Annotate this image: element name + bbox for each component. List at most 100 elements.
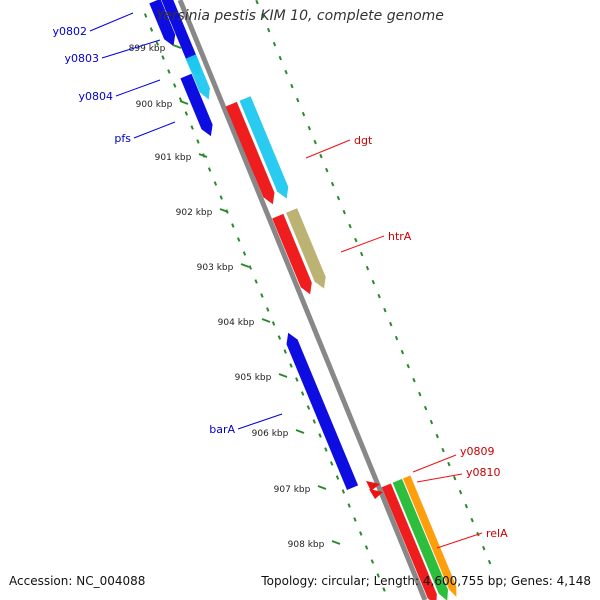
tick-dot [295,377,299,382]
gene-arrow [369,489,383,499]
tick-dot [290,83,294,89]
gene-label-leader [89,12,134,32]
gene-label-leader [237,413,283,430]
gene-labels: y0802 y0803 y0804 pfs dgt htrA barA y0809 y0810 r… [52,12,508,549]
scale-label: 906 kbp [252,429,289,439]
tick-dot [389,321,393,327]
gene-label-leader [412,454,457,473]
tick-dot [167,69,171,74]
scale-tick [261,318,271,323]
tick-dot [429,419,434,425]
tick-dot [284,69,288,75]
tick-dot [423,405,428,411]
gene-label-leader [133,121,176,139]
gene-label-htrA: htrA [388,230,412,243]
accession-label: Accession: NC_004088 [9,574,146,588]
tick-dot [347,503,351,508]
tick-dot [312,419,316,424]
tick-dot [184,111,189,116]
tick-dot [353,517,357,522]
scale-tick [179,100,189,105]
tick-dot [487,559,492,565]
gene-label-y0804: y0804 [78,90,113,103]
scale-label: 905 kbp [235,373,272,383]
tick-dot [190,125,194,130]
tick-dot [406,363,410,369]
gene-label-y0802: y0802 [52,25,87,38]
gene-label-leader [436,532,483,549]
gene-arrow [286,208,326,289]
tick-dot [382,587,386,592]
tick-dot [383,307,387,313]
tick-dot [394,335,399,341]
tick-dot [365,265,370,271]
tick-dot [359,251,364,257]
tick-dot [400,349,405,355]
tick-dot [335,475,340,480]
tick-dot [261,13,265,19]
scale-label: 902 kbp [176,208,213,218]
scale-tick [295,429,305,434]
tick-dot [300,391,305,396]
tick-dot [266,27,271,33]
tick-dot [266,307,270,312]
tick-dot [364,545,369,550]
tick-dot [341,489,346,494]
tick-dot [464,503,469,509]
tick-dot [277,335,282,340]
tick-dot [296,97,300,103]
gene-arrow [272,213,312,295]
tick-dot [336,195,341,201]
gene-arrow [402,475,457,597]
tick-dot [325,167,329,173]
gene-label-y0809: y0809 [460,445,495,458]
gene-arrow [239,96,289,199]
tick-dot [219,195,223,200]
gene-arrows [149,0,457,600]
scale-label: 904 kbp [218,318,255,328]
gene-label-leader [340,235,385,253]
tick-dot [447,461,451,467]
gene-arrow [149,0,176,47]
tick-dot [283,349,287,354]
scale-tick [219,208,229,213]
tick-dot [306,405,311,410]
gene-label-leader [305,139,351,159]
tick-dot [301,111,306,117]
gene-label-leader [416,473,463,483]
tick-dot [242,251,247,256]
tick-dot [359,531,363,536]
tick-dot [149,27,154,32]
tick-dot [272,41,277,47]
tick-dot [458,489,463,495]
tick-dot [319,153,323,159]
gene-arrow [392,478,448,600]
tick-dot [143,13,148,18]
tick-dot [278,55,282,61]
tick-dot [470,517,474,523]
scale-label: 907 kbp [274,485,311,495]
gene-label-dgt: dgt [354,134,373,147]
outer-tick-track [255,0,492,565]
tick-dot [260,293,264,298]
tick-dot [313,139,317,145]
tick-dot [354,237,358,243]
gene-label-relA: relA [486,527,508,540]
scale-tick [278,373,288,378]
gene-label-y0803: y0803 [64,52,99,65]
gene-arrow [161,0,199,72]
gene-label-leader [101,39,161,59]
tick-dot [248,265,252,270]
tick-dot [330,181,335,187]
gene-label-barA: barA [209,423,235,436]
tick-dot [155,41,159,46]
scale-tick [317,485,327,490]
tick-dot [318,433,322,438]
tick-dot [435,433,439,439]
tick-dot [371,279,375,285]
tick-dot [418,391,422,397]
tick-dot [370,559,375,564]
map-title: Yersinia pestis KIM 10, complete genome [156,8,444,24]
tick-dot [289,363,293,368]
tick-dot [376,573,380,578]
